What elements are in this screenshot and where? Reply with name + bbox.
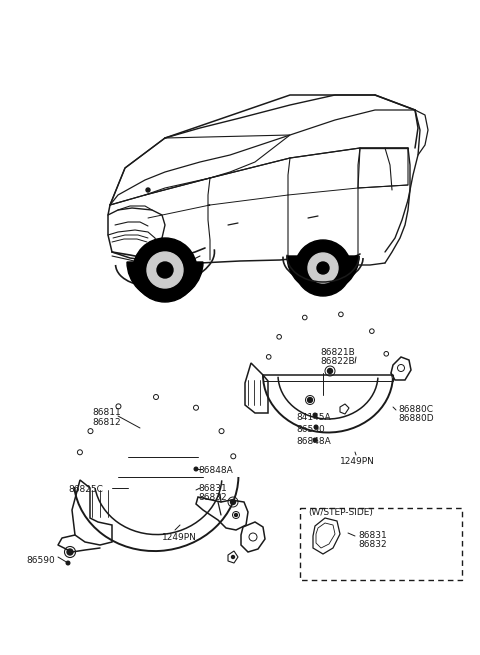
Wedge shape bbox=[127, 262, 203, 300]
Circle shape bbox=[157, 262, 173, 278]
Text: 86590: 86590 bbox=[296, 425, 325, 434]
Circle shape bbox=[231, 555, 235, 559]
Circle shape bbox=[66, 561, 70, 565]
Circle shape bbox=[313, 438, 317, 442]
Text: 86880C: 86880C bbox=[398, 405, 433, 414]
Circle shape bbox=[230, 500, 236, 504]
Text: (W/STEP-SIDE): (W/STEP-SIDE) bbox=[308, 508, 373, 517]
Text: 86811: 86811 bbox=[92, 408, 121, 417]
Text: 86812: 86812 bbox=[92, 418, 120, 427]
Circle shape bbox=[295, 240, 351, 296]
Circle shape bbox=[308, 398, 312, 403]
Text: 1249PN: 1249PN bbox=[162, 533, 197, 542]
Circle shape bbox=[147, 252, 183, 288]
Text: 86848A: 86848A bbox=[296, 437, 331, 446]
Wedge shape bbox=[287, 256, 359, 292]
Text: 86831: 86831 bbox=[198, 484, 227, 493]
Bar bbox=[300, 508, 462, 580]
Circle shape bbox=[235, 514, 238, 517]
Text: 1249PN: 1249PN bbox=[340, 457, 375, 466]
Circle shape bbox=[146, 188, 150, 192]
Text: 86590: 86590 bbox=[26, 556, 55, 565]
Circle shape bbox=[133, 238, 197, 302]
Circle shape bbox=[194, 467, 198, 471]
Text: 86832: 86832 bbox=[358, 540, 386, 549]
Text: 86880D: 86880D bbox=[398, 414, 433, 423]
Text: 86832: 86832 bbox=[198, 493, 227, 502]
Circle shape bbox=[67, 549, 73, 555]
Circle shape bbox=[313, 413, 317, 417]
Circle shape bbox=[327, 369, 333, 373]
Circle shape bbox=[308, 253, 338, 283]
Text: 86822B: 86822B bbox=[320, 357, 355, 366]
Text: 86825C: 86825C bbox=[68, 485, 103, 494]
Text: 86831: 86831 bbox=[358, 531, 387, 540]
Wedge shape bbox=[293, 261, 353, 291]
Circle shape bbox=[314, 425, 318, 429]
Text: 86821B: 86821B bbox=[320, 348, 355, 357]
Text: 84145A: 84145A bbox=[296, 413, 331, 422]
Text: 86848A: 86848A bbox=[198, 466, 233, 475]
Circle shape bbox=[317, 262, 329, 274]
